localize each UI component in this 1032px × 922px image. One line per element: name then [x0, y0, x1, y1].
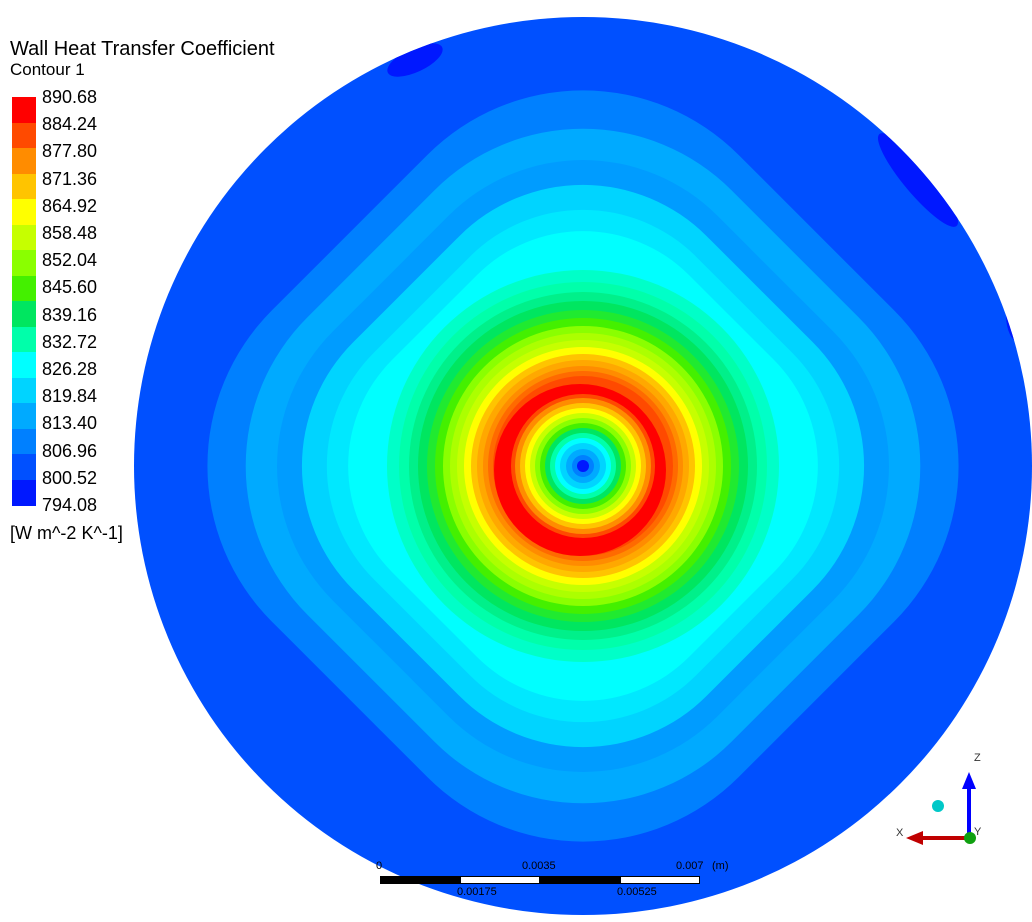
legend-swatch	[12, 148, 36, 175]
legend-level-label: 852.04	[42, 250, 98, 271]
legend-swatch	[12, 122, 36, 149]
legend-swatch	[12, 403, 36, 430]
scale-bar-segment	[620, 876, 700, 884]
legend-swatch	[12, 479, 36, 506]
legend-level-label: 864.92	[42, 195, 98, 216]
legend-swatch	[12, 377, 36, 404]
legend-swatch	[12, 250, 36, 277]
x-axis-label: X	[896, 827, 904, 839]
legend-level-label: 800.52	[42, 467, 98, 488]
legend-swatch	[12, 199, 36, 226]
contour-bands	[207, 17, 1032, 842]
legend-level-label: 884.24	[42, 114, 98, 135]
legend-level-label: 794.08	[42, 495, 98, 515]
rim-low-region	[730, 17, 790, 32]
rim-low-region	[387, 43, 443, 77]
legend-color-bar	[12, 97, 36, 506]
rim-low-region	[877, 133, 959, 227]
scale-bar-top-label: 0	[376, 860, 383, 872]
legend-level-label: 890.68	[42, 87, 98, 107]
legend-swatch	[12, 301, 36, 328]
center-band	[577, 460, 589, 472]
legend-level-label: 845.60	[42, 277, 98, 298]
scale-bar-top-label: 0.0035	[522, 860, 556, 872]
legend-subtitle: Contour 1	[10, 60, 85, 79]
legend-swatch	[12, 454, 36, 481]
legend-level-label: 832.72	[42, 331, 98, 352]
scale-bar-bottom-label: 0.00525	[617, 886, 657, 898]
legend-swatch	[12, 173, 36, 200]
legend-swatch	[12, 275, 36, 302]
legend-title: Wall Heat Transfer Coefficient	[10, 38, 275, 60]
legend-level-label: 826.28	[42, 359, 98, 379]
scale-bar-segment	[380, 876, 460, 884]
legend-level-label: 839.16	[42, 304, 98, 325]
y-axis-label: Y	[974, 826, 982, 838]
axis-triad	[906, 772, 976, 845]
legend-level-label: 819.84	[42, 386, 98, 407]
legend-units: [W m^-2 K^-1]	[10, 523, 123, 543]
view-sphere	[932, 800, 944, 812]
legend-level-label: 813.40	[42, 413, 98, 434]
scale-bar-segment	[460, 876, 540, 884]
scale-bar-top-label: 0.007	[676, 860, 704, 872]
legend-swatch	[12, 224, 36, 251]
legend-swatch	[12, 352, 36, 379]
z-axis-label: Z	[974, 752, 981, 764]
legend-swatch	[12, 428, 36, 455]
legend-level-label: 871.36	[42, 168, 98, 189]
scale-bar-unit: (m)	[712, 860, 729, 872]
y-axis-origin-dot	[964, 832, 976, 844]
x-axis-arrowhead	[906, 831, 923, 845]
scale-bar-segment	[540, 876, 620, 884]
scale-bar-bottom-label: 0.00175	[457, 886, 497, 898]
legend-level-label: 806.96	[42, 440, 98, 461]
legend-level-label: 877.80	[42, 141, 98, 162]
z-axis-arrowhead	[962, 772, 976, 789]
legend-level-label: 858.48	[42, 223, 98, 243]
legend-swatch	[12, 326, 36, 353]
legend-swatch	[12, 97, 36, 124]
